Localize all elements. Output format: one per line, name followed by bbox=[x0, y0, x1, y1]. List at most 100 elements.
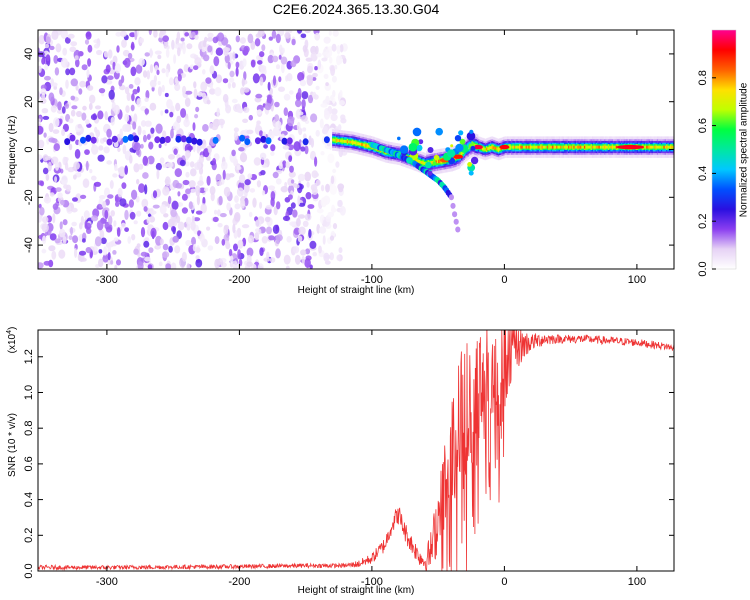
onset-blob bbox=[427, 170, 433, 176]
noise-blob bbox=[54, 161, 60, 171]
noise-blob bbox=[93, 181, 102, 187]
noise-blob bbox=[162, 186, 170, 196]
y-tick-label: 0.6 bbox=[23, 456, 35, 471]
noise-blob bbox=[220, 262, 227, 268]
noise-blob bbox=[338, 55, 343, 65]
ridge-band bbox=[656, 145, 659, 149]
ridge-band bbox=[595, 145, 598, 149]
spectrogram-noise-blobs bbox=[38, 30, 348, 269]
noise-blob bbox=[130, 104, 135, 112]
ridge-band bbox=[560, 145, 562, 149]
ridge-peak bbox=[499, 144, 510, 150]
noise-blob bbox=[197, 180, 204, 187]
noise-blob bbox=[200, 50, 207, 58]
noise-track-blob bbox=[302, 138, 309, 146]
noise-blob bbox=[157, 80, 161, 86]
noise-blob bbox=[162, 35, 169, 42]
noise-blob bbox=[177, 191, 181, 197]
noise-blob bbox=[186, 223, 191, 231]
noise-blob bbox=[162, 243, 169, 251]
ridge-band bbox=[499, 147, 501, 151]
noise-blob bbox=[54, 238, 61, 244]
ridge-band bbox=[548, 145, 550, 149]
noise-blob bbox=[296, 121, 301, 132]
noise-blob bbox=[289, 221, 296, 226]
noise-blob bbox=[164, 92, 169, 98]
spectrogram-ridge bbox=[332, 127, 674, 233]
noise-blob bbox=[294, 184, 300, 189]
onset-blob bbox=[466, 131, 476, 141]
noise-blob bbox=[130, 44, 135, 50]
ridge-band bbox=[497, 148, 500, 151]
noise-blob bbox=[248, 114, 253, 121]
noise-blob bbox=[63, 184, 69, 189]
noise-blob bbox=[60, 57, 68, 68]
noise-blob bbox=[322, 125, 329, 135]
noise-blob bbox=[41, 248, 47, 254]
colorbar-ticks: 0.0 0.2 0.4 0.6 0.8 bbox=[697, 70, 716, 277]
snr-y-label: SNR (10 * v/v) bbox=[7, 413, 18, 477]
noise-blob bbox=[94, 236, 102, 247]
noise-blob bbox=[149, 210, 157, 215]
colorbar-tick-label: 0.2 bbox=[697, 214, 709, 229]
noise-blob bbox=[43, 260, 51, 266]
noise-track-blob bbox=[64, 138, 71, 146]
noise-blob bbox=[285, 161, 290, 169]
noise-blob bbox=[102, 254, 109, 263]
ridge-band bbox=[534, 145, 537, 149]
noise-blob bbox=[86, 69, 90, 78]
noise-blob bbox=[261, 190, 266, 196]
ridge-band bbox=[648, 145, 651, 149]
ridge-band bbox=[662, 145, 664, 149]
onset-blob bbox=[427, 147, 434, 153]
ridge-band bbox=[333, 138, 336, 142]
noise-blob bbox=[242, 58, 247, 67]
noise-blob bbox=[247, 33, 254, 44]
ridge-band bbox=[660, 145, 663, 149]
noise-blob bbox=[259, 247, 264, 256]
ridge-band bbox=[647, 145, 650, 149]
onset-blob bbox=[458, 130, 464, 136]
noise-blob bbox=[226, 202, 231, 211]
noise-blob bbox=[129, 154, 133, 164]
noise-blob bbox=[297, 72, 305, 82]
noise-blob bbox=[119, 198, 127, 207]
noise-blob bbox=[69, 46, 77, 53]
ridge-band bbox=[348, 140, 350, 144]
noise-blob bbox=[154, 50, 162, 55]
noise-blob bbox=[147, 264, 153, 269]
noise-blob bbox=[77, 123, 83, 129]
noise-blob bbox=[225, 104, 232, 114]
ridge-band bbox=[585, 145, 587, 149]
noise-blob bbox=[175, 182, 182, 189]
noise-blob bbox=[199, 154, 204, 164]
ridge-band bbox=[605, 145, 607, 149]
noise-blob bbox=[228, 173, 235, 178]
ridge-band bbox=[353, 141, 356, 145]
noise-blob bbox=[48, 92, 55, 102]
noise-blob bbox=[228, 248, 233, 257]
noise-blob bbox=[207, 32, 214, 38]
noise-blob bbox=[218, 195, 223, 206]
noise-blob bbox=[276, 239, 280, 244]
noise-blob bbox=[223, 240, 230, 246]
noise-blob bbox=[113, 104, 120, 115]
noise-blob bbox=[330, 65, 336, 77]
noise-blob bbox=[254, 38, 261, 47]
noise-blob bbox=[84, 39, 90, 45]
noise-blob bbox=[239, 37, 246, 44]
noise-blob bbox=[159, 238, 164, 245]
ridge-band bbox=[610, 145, 613, 149]
noise-blob bbox=[296, 30, 303, 34]
noise-blob bbox=[275, 120, 282, 130]
ridge-band bbox=[542, 145, 545, 149]
noise-blob bbox=[174, 77, 179, 84]
ridge-band bbox=[545, 145, 548, 149]
ridge-band bbox=[602, 145, 605, 149]
ridge-band bbox=[525, 145, 528, 149]
noise-blob bbox=[117, 187, 123, 198]
noise-track-blob bbox=[69, 134, 76, 142]
noise-blob bbox=[118, 79, 123, 87]
noise-blob bbox=[289, 165, 294, 173]
